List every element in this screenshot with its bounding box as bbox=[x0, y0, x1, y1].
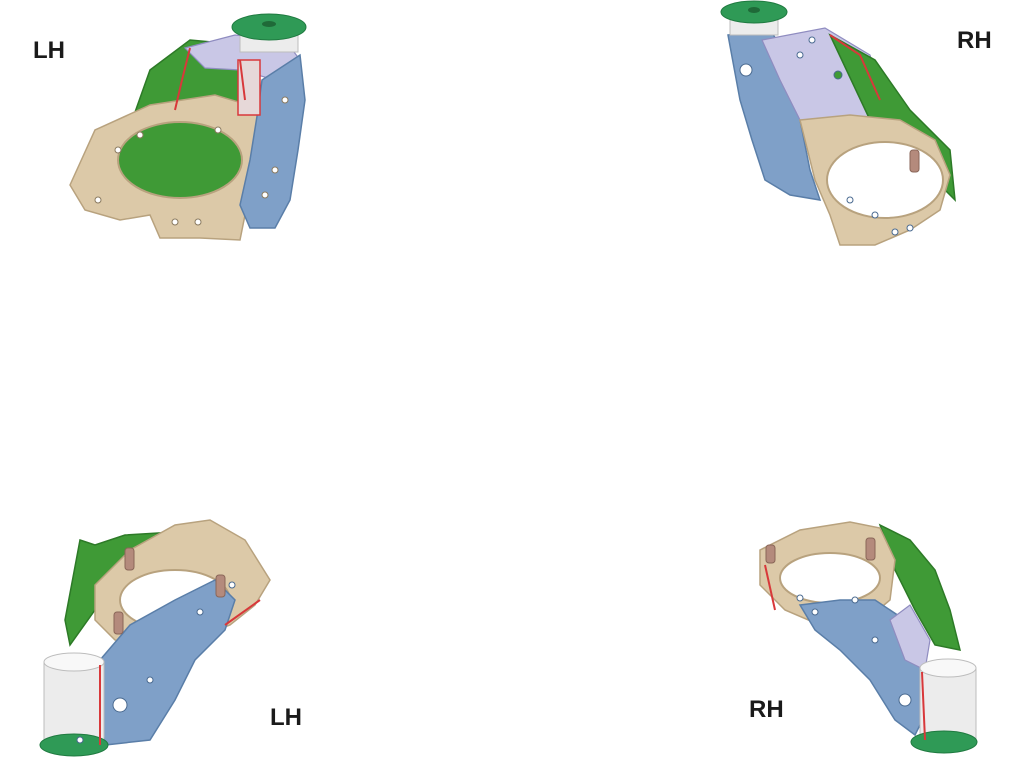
rh-bottom-green-panel bbox=[878, 523, 962, 651]
label-lh-bottom: LH bbox=[270, 704, 302, 731]
rh-bottom-tube-top bbox=[919, 658, 977, 678]
rh-bottom-weld bbox=[921, 671, 926, 741]
rh-bottom-holes bbox=[796, 594, 912, 707]
rh-bottom-lavender-panel bbox=[889, 604, 931, 671]
rh-top-holes bbox=[739, 36, 914, 236]
lh-top-holes bbox=[94, 96, 289, 226]
lh-top-cap-hole bbox=[262, 21, 276, 27]
rh-top-weld bbox=[829, 34, 881, 101]
label-lh-top: LH bbox=[33, 37, 65, 64]
rh-top-stud bbox=[909, 149, 920, 173]
rh-top-cap-hole bbox=[748, 7, 760, 13]
label-rh-top: RH bbox=[957, 27, 992, 54]
lh-bottom-weld-2 bbox=[224, 599, 261, 626]
lh-top-weld-2 bbox=[239, 59, 246, 101]
lh-top-weld bbox=[174, 47, 191, 111]
rh-bottom-plate-hole bbox=[779, 552, 881, 604]
lh-top-tube-inner bbox=[237, 59, 261, 116]
rh-bottom-tube bbox=[919, 667, 977, 741]
lh-bottom-studs bbox=[113, 547, 226, 635]
rh-bottom-studs bbox=[765, 537, 876, 564]
lh-bottom-tube-top bbox=[43, 652, 105, 672]
lh-top-plate-hole bbox=[117, 121, 243, 199]
rh-bottom-cap bbox=[910, 730, 978, 754]
rh-bottom-weld-2 bbox=[764, 564, 776, 611]
lh-bottom-tube bbox=[43, 661, 105, 741]
lh-top-blue-bracket bbox=[239, 53, 306, 229]
label-rh-bottom: RH bbox=[749, 696, 784, 723]
lh-bottom-holes bbox=[76, 581, 236, 744]
lh-bottom-cap bbox=[39, 733, 109, 757]
